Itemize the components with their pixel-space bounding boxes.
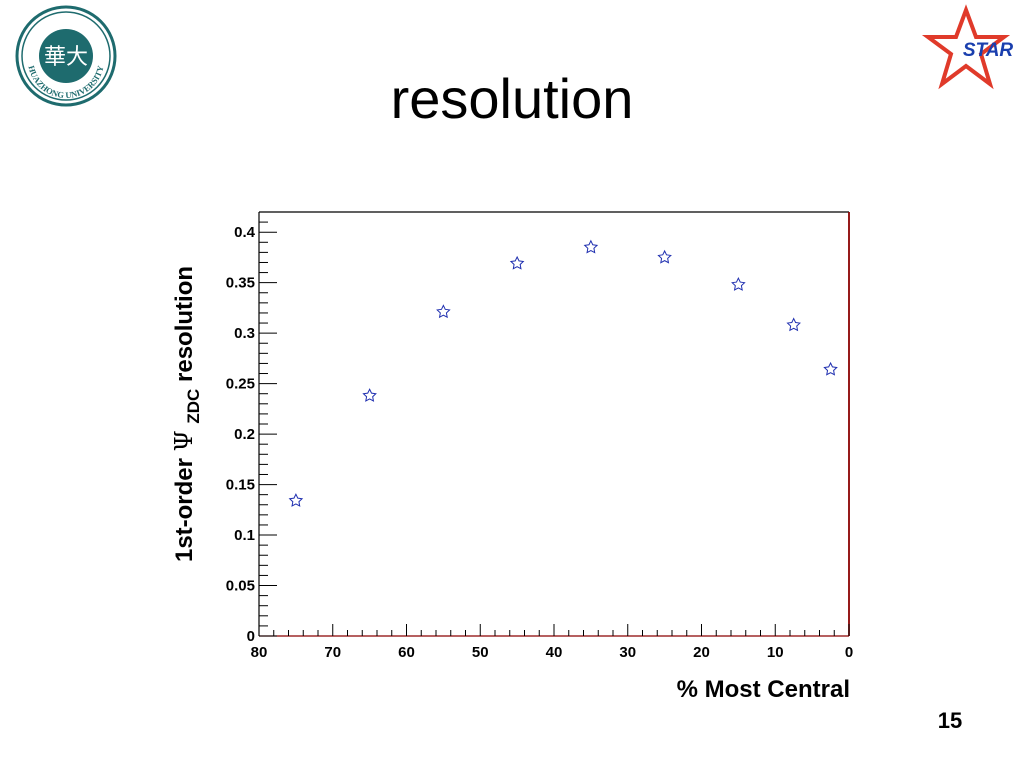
y-axis-label-suffix: resolution — [171, 266, 198, 382]
y-tick-label: 0.25 — [226, 376, 255, 393]
data-point — [731, 277, 746, 291]
y-tick-label: 0.4 — [234, 224, 256, 241]
x-tick-label: 80 — [251, 644, 268, 661]
page-number: 15 — [937, 708, 963, 733]
x-tick-label: 10 — [767, 644, 784, 661]
x-axis-label: % Most Central — [677, 676, 850, 703]
y-axis-label: 1st-order Ψ ZDC resolution — [170, 266, 205, 562]
y-axis-label-symbol: Ψ — [170, 430, 198, 451]
plot-frame — [258, 211, 850, 637]
seal-glyph: 華大 — [44, 45, 88, 70]
y-tick-label: 0.2 — [234, 426, 255, 443]
y-tick-label: 0.1 — [234, 527, 255, 544]
data-point — [288, 493, 304, 507]
data-point — [436, 304, 451, 319]
x-tick-label: 60 — [398, 644, 415, 661]
data-point — [786, 317, 801, 332]
y-axis-label-prefix: 1st-order — [171, 451, 198, 562]
x-tick-label: 70 — [324, 644, 341, 661]
slide-title: resolution — [390, 67, 634, 130]
data-point — [583, 239, 599, 254]
data-point — [657, 249, 672, 264]
y-tick-label: 0.3 — [234, 325, 255, 342]
data-point — [823, 361, 838, 376]
y-tick-label: 0.05 — [226, 578, 255, 595]
x-tick-label: 30 — [619, 644, 636, 661]
data-points — [288, 239, 838, 507]
y-axis-label-subscript: ZDC — [184, 389, 203, 424]
x-tick-label: 40 — [546, 644, 563, 661]
university-logo: HUAZHONG UNIVERSITY 華大 — [14, 4, 118, 108]
y-tick-label: 0.35 — [226, 275, 255, 292]
y-axis-ticks: 0 0.05 0.1 0.15 0.2 0.25 0.3 0.35 0.4 — [226, 211, 277, 645]
y-tick-label: 0 — [247, 628, 255, 645]
star-logo-text: STAR — [963, 40, 1014, 61]
university-seal-icon: HUAZHONG UNIVERSITY 華大 — [15, 5, 117, 107]
x-tick-label: 0 — [845, 644, 853, 661]
x-tick-label: 20 — [693, 644, 710, 661]
y-tick-label: 0.15 — [226, 477, 255, 494]
x-axis-ticks: 80 70 60 50 40 30 20 10 0 — [251, 624, 853, 661]
data-point — [509, 255, 525, 270]
x-tick-label: 50 — [472, 644, 489, 661]
star-logo-icon: STAR — [921, 4, 1014, 90]
resolution-chart: 0 0.05 0.1 0.15 0.2 0.25 0.3 0.35 0.4 80 70 60 50 40… — [150, 195, 870, 710]
chart-svg: 0 0.05 0.1 0.15 0.2 0.25 0.3 0.35 0.4 80 70 60 50 40… — [170, 211, 853, 703]
star-logo: STAR — [914, 4, 1024, 94]
data-point — [362, 388, 377, 402]
